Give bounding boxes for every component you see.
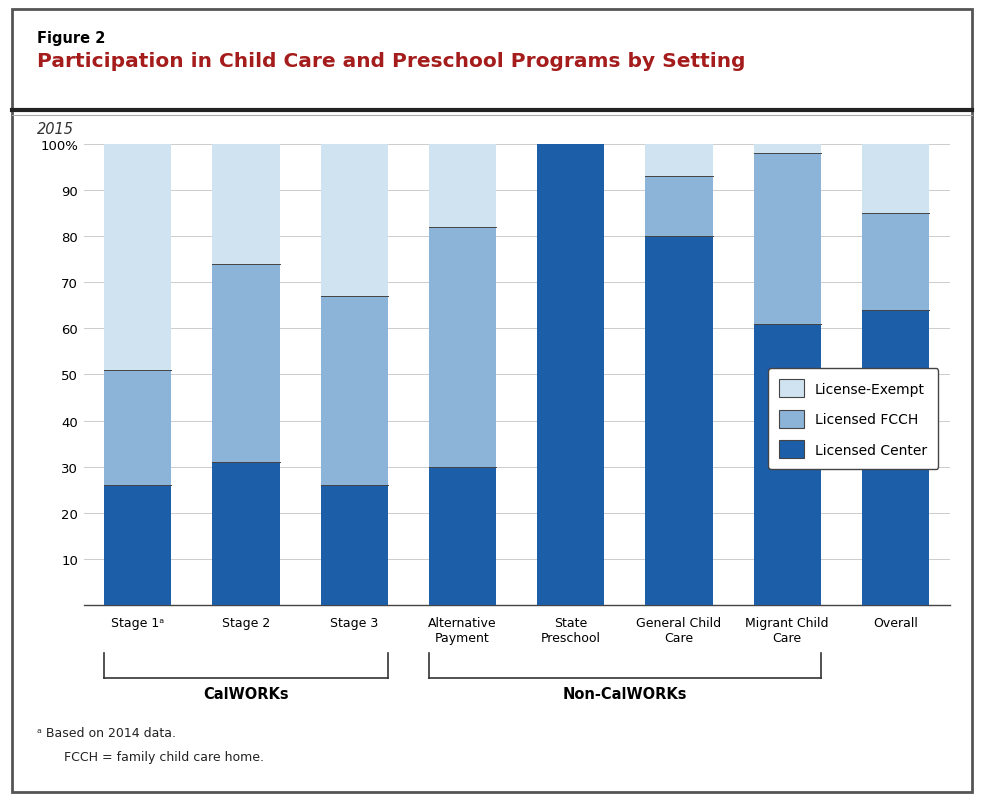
Bar <box>321 297 388 485</box>
Text: 2015: 2015 <box>37 122 75 137</box>
Bar <box>754 154 821 324</box>
Bar <box>862 310 929 606</box>
Bar <box>754 324 821 606</box>
Bar <box>429 144 496 228</box>
Bar <box>104 144 171 371</box>
Bar <box>213 463 279 606</box>
Bar <box>104 485 171 606</box>
Text: ᵃ Based on 2014 data.: ᵃ Based on 2014 data. <box>37 726 176 739</box>
Text: FCCH = family child care home.: FCCH = family child care home. <box>64 750 264 763</box>
Bar <box>321 144 388 297</box>
Bar <box>646 144 712 176</box>
Bar <box>429 228 496 467</box>
Legend: License-Exempt, Licensed FCCH, Licensed Center: License-Exempt, Licensed FCCH, Licensed … <box>768 369 939 469</box>
Bar <box>754 144 821 154</box>
Bar <box>104 371 171 485</box>
Text: Non-CalWORKs: Non-CalWORKs <box>563 686 687 701</box>
Bar <box>213 265 279 463</box>
Bar <box>537 144 604 606</box>
Text: Figure 2: Figure 2 <box>37 30 105 46</box>
Bar <box>862 144 929 213</box>
Bar <box>862 213 929 310</box>
Text: Participation in Child Care and Preschool Programs by Setting: Participation in Child Care and Preschoo… <box>37 52 746 71</box>
Bar <box>646 176 712 237</box>
Bar <box>213 144 279 265</box>
Bar <box>321 485 388 606</box>
Bar <box>429 467 496 606</box>
Bar <box>646 237 712 606</box>
Text: CalWORKs: CalWORKs <box>203 686 289 701</box>
